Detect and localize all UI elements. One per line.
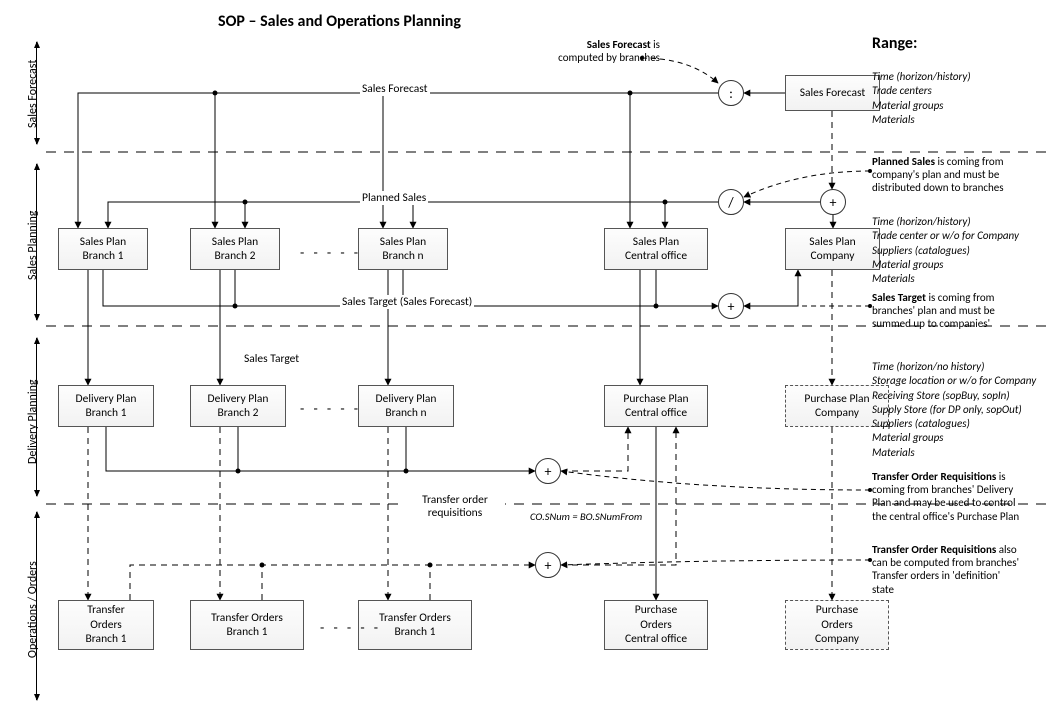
node-to_b2: Transfer Orders Branch 1 [190,600,304,650]
page-title: SOP – Sales and Operations Planning [218,12,461,31]
lane-label-delivery-planning: Delivery Planning [26,379,40,464]
node-sp_co: Sales Plan Central office [604,228,708,270]
range-block-1: Time (horizon/history)Trade centersMater… [872,70,971,127]
ellipsis-2: - - - - - [300,400,361,417]
node-sp_b1: Sales Plan Branch 1 [58,228,148,270]
note-sales-forecast: Sales Forecast iscomputed by branches [540,38,660,64]
node-sp_comp: Sales Plan Company [785,228,880,270]
ellipsis-3: - - - - - [320,619,381,636]
lane-label-operations-orders: Operations / Orders [26,561,40,658]
node-to_b1: Transfer Orders Branch 1 [58,600,154,650]
edge-label-sales-forecast: Sales Forecast [360,82,430,96]
node-dp_b2: Delivery Plan Branch 2 [190,385,286,427]
note-tor-1: Transfer Order Requisitions iscoming fro… [872,470,1019,523]
range-block-2: Time (horizon/history)Trade center or w/… [872,215,1019,286]
edge-label-sales-target: Sales Target (Sales Forecast) [340,295,474,309]
edge-label-transfer-req: Transfer order requisitions [405,494,505,519]
note-sales-target: Sales Target is coming frombranches' pla… [872,291,995,331]
lane-label-sales-forecast: Sales Forecast [26,60,40,128]
note-planned-sales: Planned Sales is coming fromcompany's pl… [872,155,1004,195]
node-sf: Sales Forecast [785,75,880,111]
edge-label-planned-sales: Planned Sales [360,191,428,205]
edge-label-co-bo: CO.SNum = BO.SNumFrom [528,510,644,523]
node-dp_b1: Delivery Plan Branch 1 [58,385,154,427]
ellipsis-1: - - - - - [300,244,361,261]
lane-label-sales-planning: Sales Planning [26,211,40,280]
node-sp_bn: Sales Plan Branch n [358,228,448,270]
range-block-3: Time (horizon/no history)Storage locatio… [872,360,1036,460]
op-slash: / [718,189,744,215]
node-sp_b2: Sales Plan Branch 2 [190,228,280,270]
range-heading: Range: [872,34,917,53]
node-pp_co: Purchase Plan Central office [604,385,708,427]
node-po_co: Purchase Orders Central office [604,600,708,650]
op-plus-3: + [535,458,561,484]
op-plus-2: + [718,293,744,319]
diagram-canvas: SOP – Sales and Operations Planning Rang… [0,0,1060,713]
node-dp_bn: Delivery Plan Branch n [358,385,454,427]
edge-label-sales-target-2: Sales Target [242,352,301,366]
node-po_comp: Purchase Orders Company [785,600,889,650]
op-colon: : [718,80,744,106]
op-plus-1: + [820,189,846,215]
note-tor-2: Transfer Order Requisitions alsocan be c… [872,543,1019,596]
op-plus-4: + [535,552,561,578]
